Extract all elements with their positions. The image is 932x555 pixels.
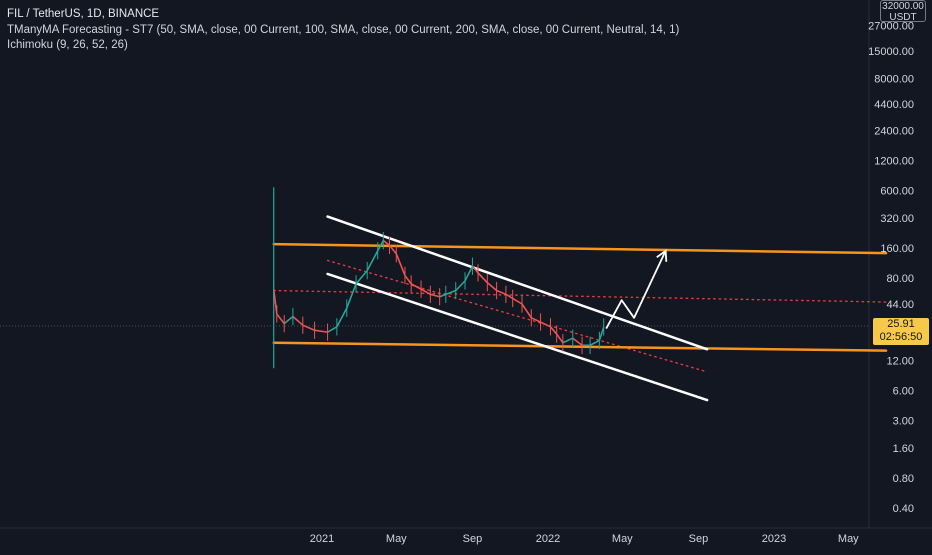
- price-tick-label: 0.80: [893, 473, 914, 485]
- price-tick-label: 160.00: [880, 243, 914, 255]
- price-tick-label: 3.00: [893, 415, 914, 427]
- price-segment: [410, 283, 422, 290]
- current-price-value: 25.91: [887, 318, 915, 330]
- price-segment: [292, 315, 304, 326]
- price-segment: [346, 283, 357, 309]
- time-tick-label: May: [612, 533, 633, 545]
- projection-path[interactable]: [605, 250, 667, 329]
- price-segment: [377, 240, 385, 252]
- price-tick-label: 80.00: [886, 273, 914, 285]
- price-segment: [477, 272, 488, 284]
- price-segment: [512, 297, 523, 305]
- price-segment: [276, 313, 285, 325]
- price-tick-label: 0.40: [893, 503, 914, 515]
- channel-lower-line[interactable]: [326, 272, 709, 402]
- chart-legend: FIL / TetherUS, 1D, BINANCE TManyMA Fore…: [7, 7, 679, 54]
- price-segment: [445, 289, 457, 296]
- price-tick-label: 1200.00: [874, 156, 914, 168]
- price-tick-label: 1.60: [893, 443, 914, 455]
- price-tick-label: 12.00: [886, 355, 914, 367]
- currency-unit-label[interactable]: 32000.00 USDT: [880, 0, 926, 23]
- price-segment: [540, 321, 551, 328]
- channel-upper-line[interactable]: [326, 215, 709, 351]
- price-segment: [420, 288, 431, 296]
- price-segment: [589, 339, 600, 346]
- price-segment: [496, 289, 507, 296]
- projection-arrowhead: [656, 249, 668, 262]
- price-segment: [464, 265, 474, 282]
- price-tick-label: 15000.00: [868, 46, 914, 58]
- price-tick-label: 27000.00: [868, 21, 914, 33]
- current-price-badge: 25.91 02:56:50: [873, 318, 929, 345]
- time-tick-label: May: [386, 533, 407, 545]
- price-segment: [382, 239, 390, 247]
- bar-countdown: 02:56:50: [879, 331, 923, 343]
- price-segment: [598, 326, 605, 341]
- price-segment: [562, 337, 574, 344]
- symbol-label[interactable]: FIL / TetherUS, 1D, BINANCE: [7, 8, 160, 20]
- price-tick-label: 2400.00: [874, 126, 914, 138]
- price-segment: [366, 250, 379, 271]
- price-segment: [395, 253, 406, 276]
- price-segment: [572, 337, 583, 346]
- time-tick-label: May: [838, 533, 859, 545]
- price-tick-label: 6.00: [893, 385, 914, 397]
- price-segment: [283, 315, 294, 325]
- time-tick-label: 2021: [310, 533, 334, 545]
- currency-unit: USDT: [889, 12, 917, 23]
- price-segment: [455, 280, 466, 292]
- resistance-line[interactable]: [272, 242, 888, 255]
- price-segment: [549, 326, 558, 335]
- price-segment: [505, 293, 514, 300]
- price-segment: [327, 326, 338, 333]
- price-tick-label: 4400.00: [874, 99, 914, 111]
- ma-dotted-line-2[interactable]: [326, 259, 708, 373]
- time-tick-label: Sep: [463, 533, 483, 545]
- price-segment: [471, 265, 479, 274]
- price-segment: [355, 270, 368, 285]
- price-segment: [530, 317, 541, 323]
- price-segment: [404, 274, 412, 285]
- time-tick-label: 2023: [762, 533, 786, 545]
- time-tick-label: Sep: [689, 533, 709, 545]
- indicator-ma-forecasting[interactable]: TManyMA Forecasting - ST7 (50, SMA, clos…: [7, 23, 680, 36]
- time-tick-label: 2022: [536, 533, 560, 545]
- price-segment: [336, 307, 348, 328]
- price-tick-label: 44.00: [886, 299, 914, 311]
- price-segment: [272, 289, 278, 315]
- price-segment: [314, 329, 328, 333]
- price-segment: [302, 324, 315, 332]
- indicator-ichimoku[interactable]: Ichimoku (9, 26, 52, 26): [7, 39, 128, 51]
- price-axis-top-value: 32000.00: [882, 1, 924, 12]
- price-tick-label: 320.00: [880, 213, 914, 225]
- price-segment: [556, 333, 564, 344]
- price-segment: [430, 293, 440, 298]
- price-tick-label: 600.00: [880, 186, 914, 198]
- price-segment: [388, 244, 397, 255]
- price-tick-label: 8000.00: [874, 73, 914, 85]
- price-segment: [439, 293, 447, 298]
- support-line[interactable]: [272, 341, 888, 352]
- price-segment: [486, 282, 498, 292]
- price-segment: [521, 303, 532, 319]
